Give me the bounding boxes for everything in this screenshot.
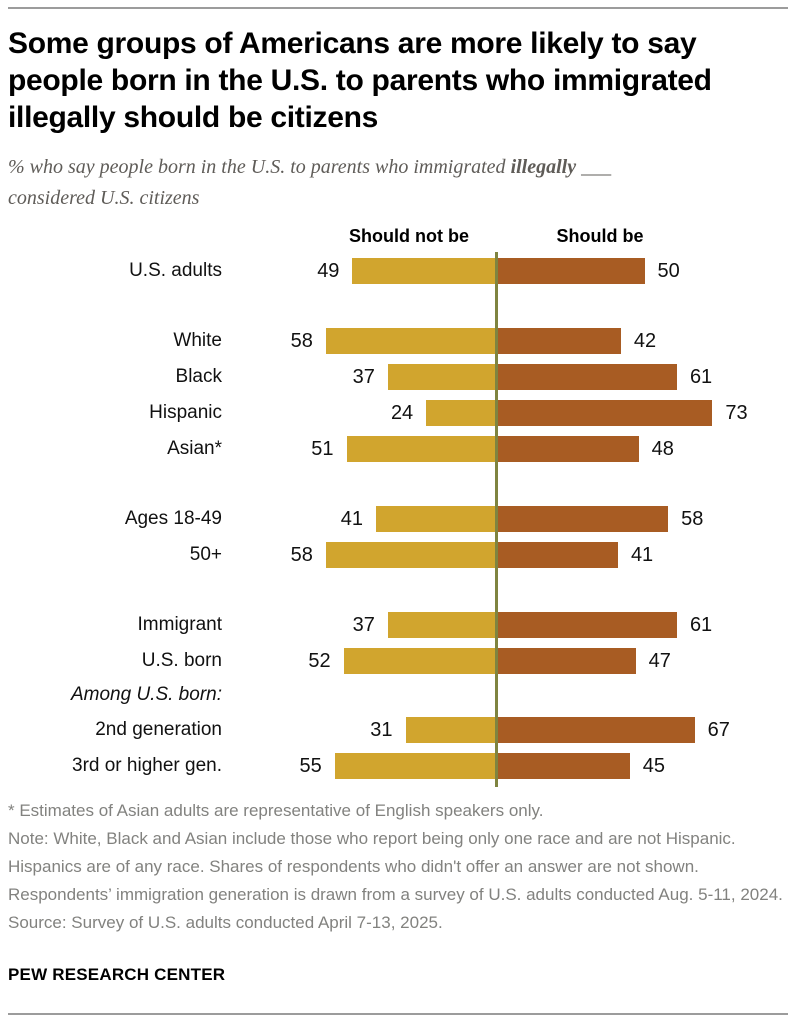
chart-row: Hispanic 24 73 xyxy=(0,395,796,431)
row-label: 3rd or higher gen. xyxy=(72,755,222,776)
top-rule xyxy=(8,7,788,9)
value-should-be: 67 xyxy=(707,719,730,741)
bar-should-be xyxy=(497,717,695,743)
left-column-header: Should not be xyxy=(349,226,469,246)
chart-row: 2nd generation 31 67 xyxy=(0,712,796,748)
bar-should-not-be xyxy=(387,612,497,638)
value-should-be: 41 xyxy=(630,544,654,566)
value-should-not-be: 52 xyxy=(308,650,331,672)
bar-should-be xyxy=(497,612,677,638)
bar-should-be xyxy=(497,400,713,426)
pew-research-center-wordmark: PEW RESEARCH CENTER xyxy=(8,965,226,984)
bar-should-be xyxy=(497,436,639,462)
row-label: Black xyxy=(175,366,222,387)
chart-row: 50+ 58 41 xyxy=(0,537,796,573)
value-should-not-be: 51 xyxy=(311,438,334,460)
row-label: 50+ xyxy=(189,544,222,565)
bar-should-not-be xyxy=(352,258,497,284)
value-should-be: 42 xyxy=(633,330,657,352)
row-label: Hispanic xyxy=(149,402,222,423)
bar-should-be xyxy=(497,506,669,532)
chart-notes: * Estimates of Asian adults are represen… xyxy=(8,797,792,937)
bar-should-not-be xyxy=(343,648,497,674)
title-line-3: illegally should be citizens xyxy=(8,101,379,134)
value-should-not-be: 31 xyxy=(370,719,393,741)
subtitle-text: % who say people born in the U.S. to par… xyxy=(8,156,511,178)
chart-row: U.S. born 52 47 xyxy=(0,643,796,679)
value-should-not-be: 58 xyxy=(290,330,313,352)
bar-should-not-be xyxy=(426,400,497,426)
row-label: 2nd generation xyxy=(95,719,222,740)
subtitle-text-line2: considered U.S. citizens xyxy=(8,187,200,209)
diverging-bar-chart: Should not be Should be U.S. adults 49 50 W… xyxy=(0,225,796,788)
note-text: Note: White, Black and Asian include tho… xyxy=(8,829,783,904)
chart-row: Asian* 51 48 xyxy=(0,431,796,467)
value-should-be: 73 xyxy=(725,402,748,424)
chart-row: Immigrant 37 61 xyxy=(0,607,796,643)
center-axis-line xyxy=(495,252,498,787)
group-gap xyxy=(0,467,796,501)
group-gap xyxy=(0,573,796,607)
chart-row: White 58 42 xyxy=(0,323,796,359)
bar-should-be xyxy=(497,364,677,390)
page-title: Some groups of Americans are more likely… xyxy=(8,25,792,136)
group-gap xyxy=(0,289,796,323)
source-text: Source: Survey of U.S. adults conducted … xyxy=(8,913,443,932)
value-should-be: 61 xyxy=(689,614,713,636)
value-should-be: 50 xyxy=(657,260,680,282)
right-column-header: Should be xyxy=(556,226,644,246)
value-should-not-be: 55 xyxy=(299,755,322,777)
chart-subtitle: % who say people born in the U.S. to par… xyxy=(8,152,792,214)
bar-should-be xyxy=(497,258,645,284)
bar-should-not-be xyxy=(334,753,497,779)
row-label: Immigrant xyxy=(137,614,222,635)
subtitle-bold-word: illegally xyxy=(510,156,577,178)
bar-should-be xyxy=(497,328,621,354)
value-should-not-be: 58 xyxy=(290,544,313,566)
bar-should-not-be xyxy=(325,328,497,354)
asterisk-note: * Estimates of Asian adults are represen… xyxy=(8,801,544,820)
chart-rows: U.S. adults 49 50 White 58 42 Black 37 61 Hispani… xyxy=(0,253,796,784)
row-label: Ages 18-49 xyxy=(124,508,222,529)
value-should-not-be: 41 xyxy=(340,508,364,530)
bar-should-be xyxy=(497,542,618,568)
bar-should-not-be xyxy=(325,542,497,568)
bar-should-not-be xyxy=(405,717,497,743)
chart-row: 3rd or higher gen. 55 45 xyxy=(0,748,796,784)
subtitle-blank: ___ xyxy=(576,156,612,178)
title-line-1: Some groups of Americans are more likely… xyxy=(8,27,697,60)
value-should-be: 47 xyxy=(648,650,671,672)
bar-should-not-be xyxy=(346,436,497,462)
value-should-not-be: 37 xyxy=(352,614,375,636)
value-should-be: 61 xyxy=(689,366,713,388)
bottom-rule xyxy=(8,1013,788,1015)
value-should-not-be: 49 xyxy=(317,260,340,282)
row-label: U.S. born xyxy=(141,650,222,671)
section-label: Among U.S. born: xyxy=(70,684,222,705)
bar-should-be xyxy=(497,648,636,674)
value-should-not-be: 24 xyxy=(390,402,414,424)
row-label: U.S. adults xyxy=(129,260,222,281)
bar-should-not-be xyxy=(376,506,497,532)
value-should-be: 58 xyxy=(681,508,704,530)
chart-row: U.S. adults 49 50 xyxy=(0,253,796,289)
value-should-not-be: 37 xyxy=(352,366,375,388)
title-line-2: people born in the U.S. to parents who i… xyxy=(8,64,712,97)
chart-row: Black 37 61 xyxy=(0,359,796,395)
chart-row: Ages 18-49 41 58 xyxy=(0,501,796,537)
row-label: Asian* xyxy=(167,438,222,459)
value-should-be: 48 xyxy=(651,438,674,460)
row-label: White xyxy=(173,330,222,351)
bar-should-be xyxy=(497,753,630,779)
bar-should-not-be xyxy=(387,364,497,390)
value-should-be: 45 xyxy=(642,755,665,777)
